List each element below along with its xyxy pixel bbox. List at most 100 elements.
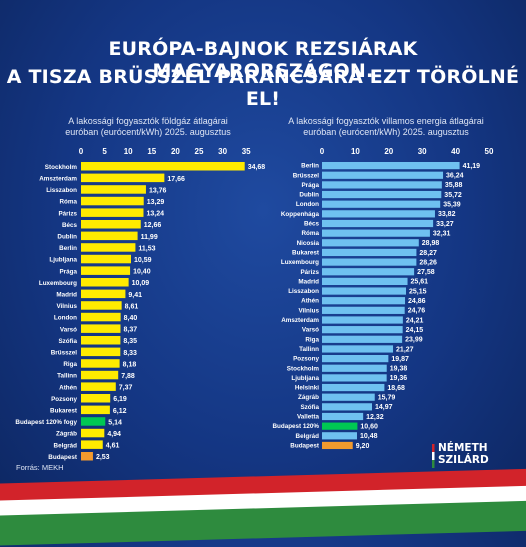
- gas-category-label: Párizs: [58, 210, 77, 217]
- gas-value-label: 13,24: [146, 211, 164, 218]
- power-category-label: Nicosia: [297, 240, 320, 247]
- gas-category-label: Pozsony: [51, 396, 77, 403]
- power-bar: [322, 268, 415, 276]
- power-x-tick-label: 30: [418, 147, 427, 156]
- power-bar: [322, 432, 358, 440]
- gas-value-label: 8,18: [123, 361, 137, 368]
- power-value-label: 12,32: [366, 414, 384, 421]
- gas-x-tick-label: 10: [124, 147, 133, 156]
- gas-bar: [81, 162, 245, 171]
- power-category-label: Ljubljana: [291, 375, 319, 382]
- gas-category-label: Szófia: [58, 338, 77, 345]
- gas-category-label: Stockholm: [45, 164, 78, 171]
- power-value-label: 19,38: [390, 366, 408, 373]
- gas-category-label: London: [54, 315, 77, 322]
- gas-bar: [81, 266, 131, 275]
- power-x-tick-label: 40: [451, 147, 460, 156]
- logo-line-1: NÉMETH: [438, 442, 488, 454]
- power-category-label: Valletta: [297, 414, 320, 421]
- power-category-label: Helsinki: [295, 385, 319, 392]
- charts-canvas: A lakossági fogyasztók földgáz átlagárai…: [45, 116, 484, 461]
- power-value-label: 25,61: [411, 279, 429, 286]
- gas-value-label: 17,66: [167, 176, 185, 183]
- gas-category-label: Dublin: [57, 234, 77, 241]
- power-category-label: Brüsszel: [293, 172, 319, 179]
- gas-value-label: 8,35: [123, 338, 137, 345]
- gas-x-tick-label: 25: [195, 147, 204, 156]
- gas-bar: [81, 440, 103, 449]
- gas-bar: [81, 452, 93, 461]
- power-category-label: Budapest 120%: [272, 423, 319, 430]
- gas-category-label: Róma: [60, 199, 78, 206]
- power-x-tick-label: 20: [384, 147, 393, 156]
- power-bar: [322, 229, 430, 237]
- gas-value-label: 4,94: [107, 431, 121, 438]
- power-bar: [322, 287, 407, 295]
- gas-value-label: 13,76: [149, 187, 167, 194]
- gas-bar: [81, 243, 136, 252]
- gas-subtitle-line: euróban (eurócent/kWh) 2025. augusztus: [65, 127, 231, 137]
- gas-value-label: 8,33: [123, 350, 137, 357]
- power-value-label: 15,79: [378, 395, 396, 402]
- gas-value-label: 4,61: [106, 443, 120, 450]
- power-category-label: Bukarest: [292, 249, 320, 256]
- power-value-label: 33,82: [438, 211, 456, 218]
- gas-category-label: Madrid: [56, 292, 77, 299]
- logo: NÉMETH SZILÁRD: [432, 440, 522, 474]
- gas-value-label: 8,40: [124, 315, 138, 322]
- gas-x-tick-label: 5: [102, 147, 107, 156]
- gas-value-label: 10,40: [133, 269, 151, 276]
- power-value-label: 23,99: [405, 337, 423, 344]
- gas-category-label: Athén: [59, 384, 77, 391]
- power-value-label: 19,87: [391, 356, 409, 363]
- power-bar: [322, 277, 408, 285]
- gas-category-label: Berlin: [59, 245, 77, 252]
- gas-value-label: 6,12: [113, 408, 127, 415]
- power-x-tick-label: 10: [351, 147, 360, 156]
- gas-category-label: Zágráb: [56, 431, 77, 438]
- gas-bar: [81, 185, 146, 194]
- gas-value-label: 5,14: [108, 419, 122, 426]
- power-bar: [322, 200, 441, 208]
- power-category-label: Belgrád: [296, 433, 320, 440]
- power-bar: [322, 306, 405, 314]
- power-value-label: 35,72: [444, 192, 462, 199]
- power-bar: [322, 181, 442, 189]
- gas-bar: [81, 196, 144, 206]
- gas-category-label: Lisszabon: [46, 187, 77, 194]
- power-category-label: Párizs: [300, 269, 319, 276]
- gas-bar: [81, 394, 111, 403]
- power-category-label: Varsó: [302, 327, 319, 334]
- gas-category-label: Prága: [59, 268, 77, 275]
- power-value-label: 19,36: [390, 375, 408, 382]
- power-category-label: Pozsony: [293, 356, 319, 363]
- gas-bar: [81, 324, 121, 333]
- gas-category-label: Bécs: [62, 222, 78, 229]
- gas-bar: [81, 370, 119, 380]
- gas-category-label: Vilnius: [56, 303, 77, 310]
- power-value-label: 24,76: [408, 308, 426, 315]
- power-bar: [322, 219, 434, 228]
- gas-value-label: 8,37: [124, 327, 138, 334]
- power-value-label: 9,20: [356, 443, 370, 450]
- power-bar: [322, 403, 372, 411]
- power-bar: [322, 326, 403, 334]
- gas-bar: [81, 231, 138, 241]
- headline-line-1: EURÓPA-BAJNOK REZSIÁRAK MAGYARORSZÁGON.: [108, 38, 418, 82]
- gas-category-label: Brüsszel: [51, 350, 77, 357]
- power-bar: [322, 393, 375, 401]
- power-value-label: 24,15: [406, 327, 424, 334]
- power-value-label: 25,15: [409, 288, 427, 295]
- power-bar: [322, 239, 419, 247]
- gas-category-label: Tallinn: [57, 373, 77, 380]
- source-note: Forrás: MEKH: [16, 463, 64, 472]
- power-category-label: Róma: [302, 230, 320, 237]
- gas-x-tick-label: 15: [147, 147, 156, 156]
- power-value-label: 35,88: [445, 182, 463, 189]
- power-value-label: 28,26: [419, 259, 437, 266]
- headline-line-2: A TISZA BRÜSSZEL PARANCSÁRA EZT TÖRÖLNÉ …: [6, 66, 520, 110]
- power-category-label: Riga: [305, 336, 319, 343]
- gas-bar: [81, 289, 126, 299]
- gas-x-tick-label: 20: [171, 147, 180, 156]
- gas-bar: [81, 417, 106, 426]
